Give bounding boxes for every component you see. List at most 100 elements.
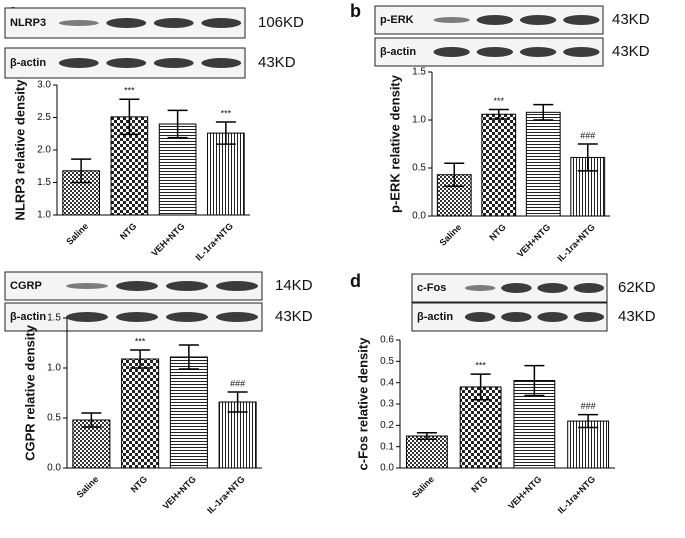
blot-band (464, 285, 496, 291)
blot-label: p-ERK (380, 14, 414, 26)
bar (121, 358, 160, 469)
blot-band (537, 283, 568, 293)
x-tick-label: NTG (487, 222, 508, 243)
error-bar (470, 373, 491, 401)
blot-band (573, 312, 605, 322)
blot-band (153, 58, 194, 68)
blot-band (476, 47, 514, 57)
blot-band (464, 312, 496, 322)
y-tick-label: 0.0 (412, 211, 426, 222)
blot-band (58, 20, 99, 26)
y-tick-label: 0.5 (47, 413, 61, 424)
blot-band (563, 47, 600, 57)
y-tick-label: 0.5 (380, 356, 394, 367)
blot-band (66, 283, 108, 289)
error-bar (167, 109, 188, 139)
blot-size: 43KD (612, 11, 650, 28)
significance: ### (581, 401, 596, 411)
y-tick-label: 0.3 (380, 399, 394, 410)
x-tick-label: VEH+NTG (161, 474, 198, 511)
x-tick-label: VEH+NTG (515, 222, 552, 259)
blot-band (166, 312, 208, 322)
x-tick-label: IL-1ra+NTG (193, 221, 235, 263)
x-tick-label: VEH+NTG (506, 474, 543, 511)
blot-band (216, 312, 258, 322)
blot-band (58, 58, 99, 68)
bar (405, 435, 448, 469)
bar (72, 419, 111, 469)
blot-band (537, 312, 568, 322)
blot-band (433, 17, 470, 23)
blot-size: 43KD (618, 308, 656, 325)
error-bar (533, 103, 554, 121)
x-tick-label: NTG (129, 474, 150, 495)
y-tick-label: 0.5 (412, 163, 426, 174)
blot-label: β-actin (417, 311, 453, 323)
y-axis-label: p-ERK relative density (387, 74, 402, 213)
y-tick-label: 1.5 (47, 313, 61, 324)
bar (62, 170, 100, 216)
y-tick-label: 0.0 (380, 463, 394, 474)
blot-band (216, 281, 258, 291)
error-bar (488, 108, 509, 120)
blot-label: CGRP (10, 280, 42, 292)
significance: *** (124, 86, 135, 96)
y-axis-label: c-Fos relative density (355, 337, 370, 471)
blot-band (106, 58, 147, 68)
blot-size: 43KD (258, 54, 296, 71)
blot-size: 43KD (612, 43, 650, 60)
blot-band (563, 15, 600, 25)
error-bar (81, 412, 102, 428)
panel-letter: d (350, 271, 361, 291)
error-bar (130, 349, 151, 369)
bar (567, 420, 610, 469)
error-bar (577, 143, 598, 172)
x-tick-label: Saline (438, 222, 464, 248)
blot-size: 106KD (258, 14, 304, 31)
y-tick-label: 0.4 (380, 377, 394, 388)
blot-size: 14KD (275, 277, 313, 294)
error-bar (444, 162, 465, 187)
y-axis-label: NLRP3 relative density (12, 79, 27, 221)
blot-band (501, 312, 532, 322)
blot-label: β-actin (10, 311, 46, 323)
blot-band (501, 283, 532, 293)
significance: *** (475, 361, 486, 371)
blot-band (519, 15, 557, 25)
x-tick-label: Saline (64, 221, 90, 247)
x-tick-label: IL-1ra+NTG (555, 222, 597, 264)
error-bar (215, 121, 236, 145)
error-bar (119, 98, 140, 136)
x-tick-label: VEH+NTG (149, 221, 186, 258)
error-bar (524, 364, 545, 397)
blot-band (433, 47, 470, 57)
blot-band (153, 18, 194, 28)
panel-letter: b (350, 1, 361, 21)
blot-band (573, 283, 605, 293)
x-tick-label: Saline (75, 474, 101, 500)
x-tick-label: IL-1ra+NTG (205, 474, 247, 516)
bar (218, 401, 257, 469)
blot-band (519, 47, 557, 57)
y-tick-label: 3.0 (37, 80, 51, 91)
significance: ### (580, 130, 595, 140)
blot-band (116, 312, 158, 322)
y-tick-label: 2.0 (37, 145, 51, 156)
blot-band (116, 281, 158, 291)
significance: *** (135, 336, 146, 346)
error-bar (578, 413, 599, 429)
blot-label: β-actin (10, 57, 46, 69)
blot-band (106, 18, 147, 28)
x-tick-label: IL-1ra+NTG (556, 474, 598, 516)
blot-size: 43KD (275, 308, 313, 325)
error-bar (416, 432, 437, 440)
y-tick-label: 1.5 (412, 67, 426, 78)
blot-band (476, 15, 514, 25)
blot-label: c-Fos (417, 282, 446, 294)
y-axis-label: CGPR relative density (22, 324, 37, 461)
significance: *** (221, 108, 232, 118)
bar (207, 132, 245, 216)
blot-band (166, 281, 208, 291)
significance: ### (230, 378, 245, 388)
